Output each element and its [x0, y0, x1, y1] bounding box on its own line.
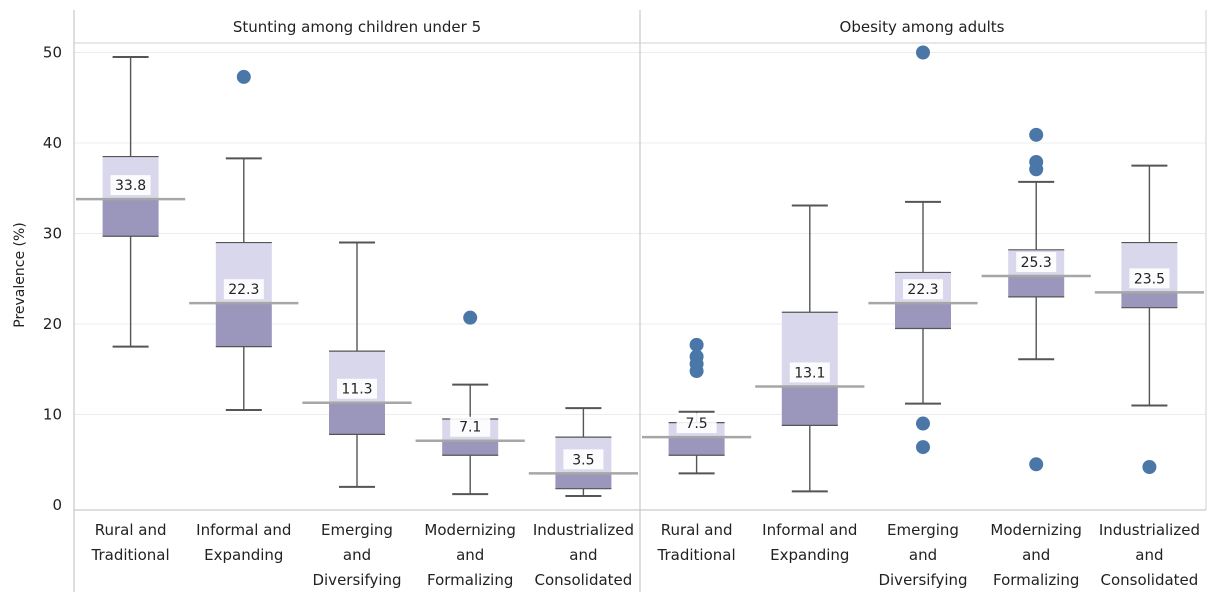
median-label-p0-g0: 33.8 [115, 178, 146, 194]
category-label-p1-g1-1: Expanding [770, 546, 849, 564]
outlier-p1-g0-2 [689, 349, 704, 364]
box-group-p0-g0: 33.8 [76, 56, 186, 348]
category-label-p1-g3-1: and [1022, 546, 1050, 564]
box-group-p0-g2: 11.3 [302, 241, 412, 488]
box-lower-p0-g2 [329, 402, 385, 435]
category-label-p0-g4-0: Industrialized [533, 521, 634, 539]
outlier-p1-g2-2 [916, 45, 930, 60]
outlier-p1-g0-3 [689, 337, 704, 352]
box-group-p0-g3: 7.1 [415, 310, 525, 496]
median-label-p1-g1: 13.1 [794, 365, 825, 381]
category-labels: Rural and Traditional Informal and Expandin… [91, 521, 1200, 589]
median-label-bg-p1-g1 [789, 362, 830, 383]
category-label-p0-g2-2: Diversifying [312, 571, 401, 589]
panel-title-stunting: Stunting among children under 5 [233, 18, 481, 36]
panel-title-obesity: Obesity among adults [840, 18, 1005, 36]
median-label-p0-g2: 11.3 [341, 382, 372, 398]
box-lower-p1-g3 [1008, 276, 1065, 297]
outlier-p1-g3-3 [1029, 127, 1044, 142]
category-label-p1-g4-2: Consolidated [1100, 571, 1198, 589]
category-label-p1-g2-0: Emerging [887, 521, 959, 539]
y-tick-40: 40 [43, 134, 62, 152]
outlier-p1-g3-2 [1029, 155, 1044, 170]
median-label-p0-g4: 3.5 [572, 452, 594, 468]
category-label-p0-g1-1: Expanding [204, 546, 283, 564]
category-label-p0-g0-1: Traditional [91, 546, 170, 564]
box-group-p1-g1: 13.1 [755, 204, 865, 493]
category-label-p0-g3-2: Formalizing [427, 571, 513, 589]
y-axis-ticks: 0 10 20 30 40 50 [43, 44, 62, 515]
y-tick-10: 10 [43, 406, 62, 424]
category-label-p0-g0-0: Rural and [95, 521, 167, 539]
boxes: 33.8 22.3 11.3 7.1 3.5 7.5 13.1 22.3 25.3 23.5 [76, 45, 1204, 497]
median-label-bg-p0-g4 [563, 449, 604, 470]
box-group-p1-g2: 22.3 [868, 45, 978, 455]
median-label-p0-g3: 7.1 [459, 420, 481, 436]
category-label-p0-g4-1: and [569, 546, 597, 564]
category-label-p1-g4-1: and [1135, 546, 1163, 564]
category-label-p1-g0-1: Traditional [657, 546, 736, 564]
outlier-p1-g2-1 [916, 416, 930, 431]
box-lower-p0-g4 [555, 473, 612, 489]
median-label-p1-g0: 7.5 [685, 416, 707, 432]
median-label-p0-g1: 22.3 [228, 282, 259, 298]
box-lower-p1-g1 [781, 386, 838, 426]
box-group-p1-g4: 23.5 [1094, 164, 1204, 474]
chart-frame [73, 10, 1207, 592]
median-label-bg-p1-g2 [903, 279, 943, 300]
median-label-p1-g3: 25.3 [1021, 255, 1052, 271]
median-label-bg-p1-g4 [1129, 268, 1170, 289]
median-label-bg-p0-g2 [337, 378, 377, 399]
box-group-p1-g3: 25.3 [981, 127, 1091, 472]
box-lower-p0-g0 [102, 199, 159, 237]
outlier-p1-g3-0 [1029, 457, 1044, 472]
median-label-bg-p0-g0 [110, 175, 151, 196]
category-label-p1-g3-0: Modernizing [990, 521, 1082, 539]
category-label-p0-g3-0: Modernizing [424, 521, 516, 539]
box-group-p0-g4: 3.5 [528, 407, 638, 497]
box-group-p0-g1: 22.3 [189, 69, 299, 411]
panel-titles: Stunting among children under 5 Obesity … [233, 18, 1005, 36]
box-lower-p0-g3 [442, 440, 499, 456]
box-group-p1-g0: 7.5 [642, 337, 752, 475]
box-lower-p1-g2 [895, 303, 951, 329]
category-label-p1-g2-2: Diversifying [878, 571, 967, 589]
category-label-p0-g2-1: and [343, 546, 371, 564]
outlier-p1-g2-0 [916, 440, 930, 455]
outlier-p0-g1-0 [236, 69, 251, 84]
category-label-p1-g3-2: Formalizing [993, 571, 1079, 589]
median-label-bg-p0-g1 [223, 279, 264, 300]
box-lower-p0-g1 [215, 303, 272, 347]
category-label-p1-g2-1: and [909, 546, 937, 564]
category-label-p0-g2-0: Emerging [321, 521, 393, 539]
category-label-p0-g4-2: Consolidated [534, 571, 632, 589]
y-tick-30: 30 [43, 225, 62, 243]
median-label-p1-g2: 22.3 [907, 282, 938, 298]
box-lower-p1-g4 [1121, 292, 1178, 308]
outlier-p0-g3-0 [463, 310, 478, 325]
y-tick-50: 50 [43, 44, 62, 62]
category-label-p0-g1-0: Informal and [196, 521, 291, 539]
y-tick-20: 20 [43, 315, 62, 333]
category-label-p0-g3-1: and [456, 546, 484, 564]
median-label-bg-p1-g0 [676, 413, 717, 434]
category-label-p1-g1-0: Informal and [762, 521, 857, 539]
median-label-p1-g4: 23.5 [1134, 271, 1165, 287]
y-tick-0: 0 [52, 496, 62, 514]
median-label-bg-p1-g3 [1016, 252, 1057, 273]
category-label-p1-g4-0: Industrialized [1099, 521, 1200, 539]
box-lower-p1-g0 [668, 437, 725, 456]
outlier-p1-g4-0 [1142, 459, 1157, 474]
y-axis-label: Prevalence (%) [12, 222, 28, 328]
category-label-p1-g0-0: Rural and [661, 521, 733, 539]
median-label-bg-p0-g3 [450, 416, 491, 437]
